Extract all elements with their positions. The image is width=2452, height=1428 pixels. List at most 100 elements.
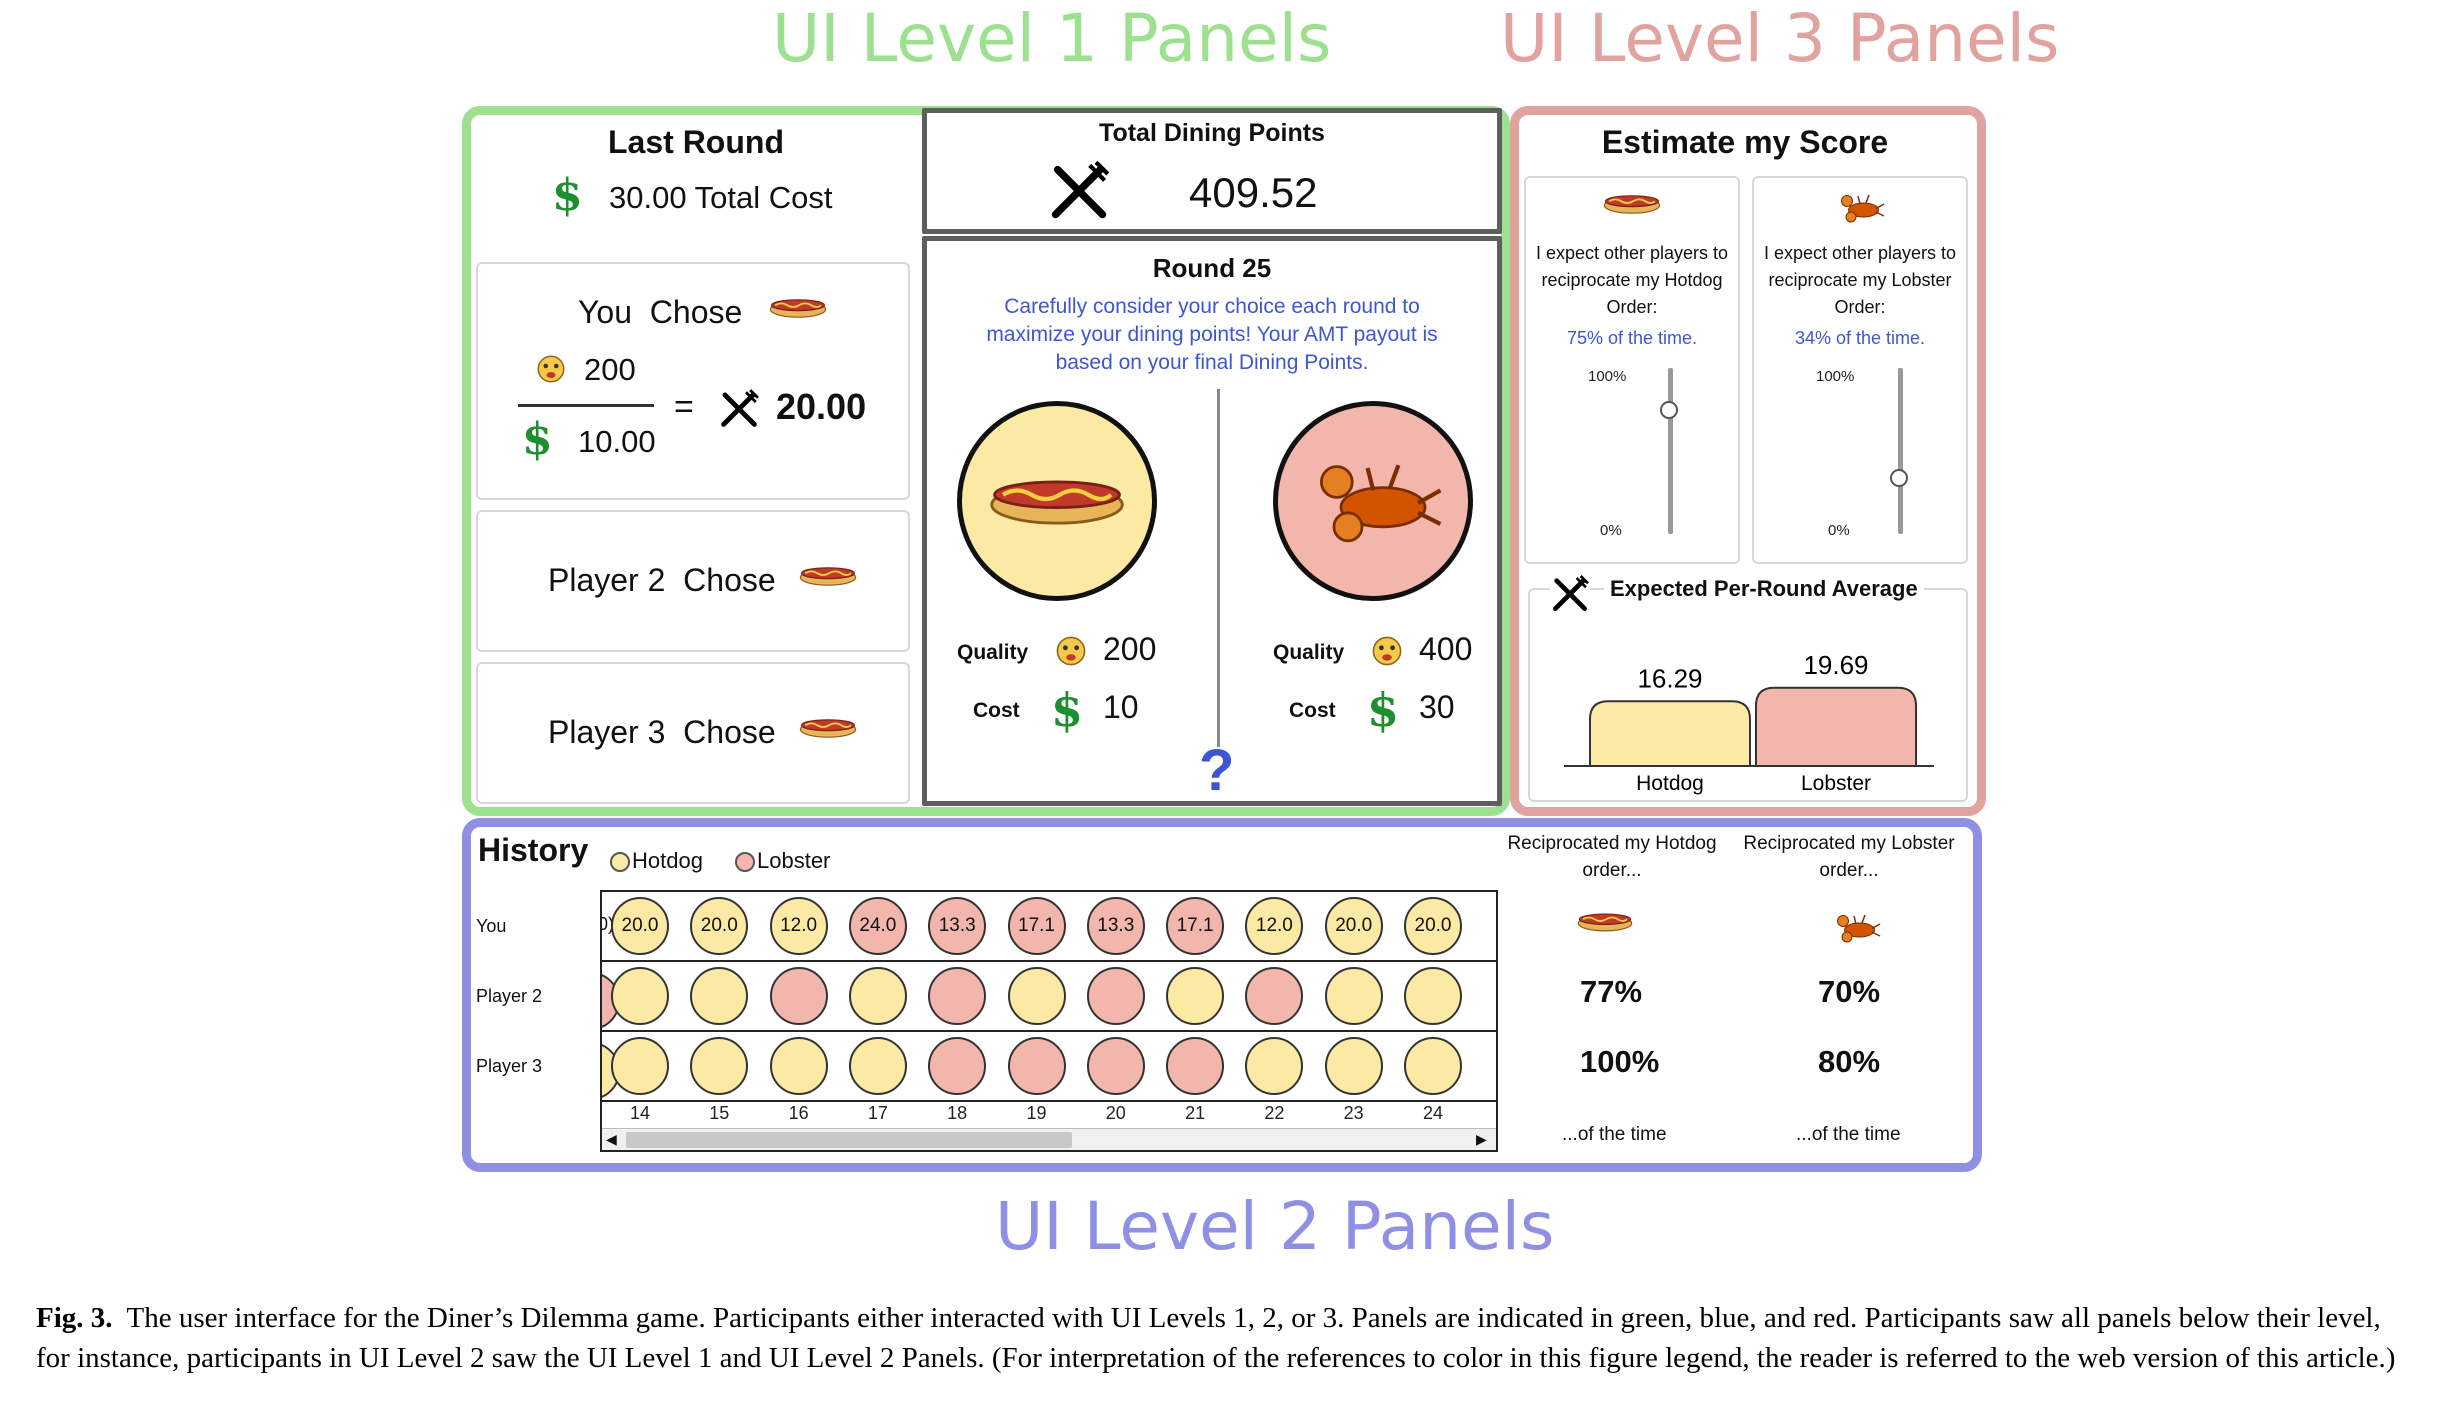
- lobster-cost: 30: [1419, 689, 1455, 725]
- history-player3-cell: [611, 1037, 669, 1095]
- lobster-choice-button[interactable]: [1273, 401, 1473, 601]
- legend-lobster-label: Lobster: [757, 848, 831, 873]
- dollar-icon: $: [522, 414, 553, 465]
- bar-lobster: [1755, 686, 1917, 767]
- hotdog-estimate-panel: I expect other players to reciprocate my…: [1524, 176, 1740, 564]
- lobster-slider-track[interactable]: [1898, 368, 1903, 534]
- lobster-estimate-text: I expect other players to reciprocate my…: [1763, 243, 1957, 317]
- dollar-icon: $: [1051, 683, 1084, 737]
- hotdog-slider-thumb[interactable]: [1660, 400, 1678, 419]
- history-player3-cell: [1404, 1037, 1462, 1095]
- round-tick-label: 22: [1264, 1103, 1285, 1123]
- history-you-cell: 17.1: [1166, 897, 1225, 955]
- you-chose-panel: You Chose 200 $ 10.00 = 20.00: [476, 262, 910, 500]
- history-grid[interactable]: 0) ◀ ▶ 20.01420.01512.01624.01713.31817.…: [600, 890, 1498, 1152]
- lobster-icon: [1830, 906, 1884, 946]
- choice-divider: [1217, 389, 1220, 747]
- level2-header: UI Level 2 Panels: [995, 1188, 1555, 1265]
- fork-knife-icon: [1047, 159, 1111, 223]
- dining-points-panel: Total Dining Points 409.52: [922, 108, 1502, 234]
- fork-knife-icon: [718, 388, 760, 430]
- lobster-quality-label: Quality: [1273, 641, 1345, 664]
- history-player3-cell: [848, 1037, 907, 1095]
- history-player2-cell: [848, 967, 907, 1025]
- hotdog-choice-button[interactable]: [957, 401, 1157, 601]
- expected-average-title: Expected Per-Round Average: [1604, 576, 1924, 602]
- legend-lobster-dot: [735, 852, 755, 872]
- reciprocated-hotdog-footer: ...of the time: [1562, 1124, 1667, 1145]
- row-divider: [602, 1100, 1496, 1102]
- history-player2-cell: [1245, 967, 1304, 1025]
- expected-average-chart: 16.29 Hotdog 19.69 Lobster: [1564, 650, 1934, 795]
- history-you-cell: 20.0: [1324, 897, 1383, 955]
- slider-max-label: 100%: [1588, 368, 1627, 385]
- hotdog-slider-track[interactable]: [1668, 368, 1673, 534]
- history-row-label-you: You: [476, 916, 507, 936]
- reciprocated-hotdog-p2: 77%: [1580, 974, 1643, 1009]
- history-you-cell: 13.3: [928, 897, 987, 955]
- hotdog-estimate-text: I expect other players to reciprocate my…: [1535, 243, 1729, 317]
- history-player3-cell: [1086, 1037, 1145, 1095]
- lobster-quality: 400: [1419, 631, 1473, 667]
- history-scrollbar[interactable]: ◀ ▶: [602, 1128, 1496, 1150]
- lobster-estimate-panel: I expect other players to reciprocate my…: [1752, 176, 1968, 564]
- hotdog-cost-label: Cost: [973, 699, 1020, 722]
- history-you-cell: 20.0: [690, 897, 749, 955]
- history-player3-cell: [769, 1037, 828, 1095]
- you-cost: 10.00: [578, 424, 656, 459]
- row-divider: [602, 1030, 1496, 1032]
- history-row-label-player3: Player 3: [476, 1056, 543, 1076]
- reciprocated-hotdog-label: Reciprocated my Hotdog order...: [1507, 833, 1717, 881]
- level3-header: UI Level 3 Panels: [1500, 0, 2060, 77]
- player3-chose-panel: Player 3 Chose: [476, 662, 910, 804]
- row-divider: [602, 960, 1496, 962]
- history-you-cell: 12.0: [1245, 897, 1304, 955]
- you-quality: 200: [584, 352, 636, 387]
- history-you-cell: 24.0: [848, 897, 907, 955]
- lobster-icon: [1306, 436, 1446, 556]
- hotdog-icon: [1576, 908, 1634, 934]
- slider-min-label: 0%: [1600, 522, 1622, 539]
- round-panel: Round 25 Carefully consider your choice …: [922, 236, 1502, 806]
- reciprocated-hotdog-p3: 100%: [1580, 1044, 1660, 1079]
- history-you-cell: 13.3: [1086, 897, 1145, 955]
- you-chose-label: You Chose: [578, 294, 743, 330]
- round-tick-label: 23: [1343, 1103, 1364, 1123]
- last-round-panel: Last Round $ 30.00 Total Cost: [476, 118, 916, 260]
- caption-label: Fig. 3.: [36, 1302, 113, 1334]
- round-tick-label: 19: [1026, 1103, 1047, 1123]
- hotdog-icon: [798, 714, 858, 740]
- history-you-cell: 17.1: [1007, 897, 1066, 955]
- lobster-slider-thumb[interactable]: [1890, 468, 1908, 487]
- bar-category-label: Lobster: [1801, 772, 1871, 795]
- total-cost: 30.00 Total Cost: [609, 180, 833, 215]
- scroll-thumb[interactable]: [626, 1132, 1072, 1148]
- player3-chose-label: Player 3 Chose: [548, 714, 776, 750]
- bar-hotdog: [1589, 700, 1751, 767]
- player2-chose-panel: Player 2 Chose: [476, 510, 910, 652]
- dollar-icon: $: [552, 170, 583, 221]
- scroll-left-arrow[interactable]: ◀: [606, 1131, 617, 1147]
- history-player2-cell: [611, 967, 669, 1025]
- history-player2-cell: [1007, 967, 1066, 1025]
- slider-max-label: 100%: [1816, 368, 1855, 385]
- last-round-title: Last Round: [608, 124, 784, 160]
- history-player3-cell: [1324, 1037, 1383, 1095]
- round-message: Carefully consider your choice each roun…: [986, 295, 1438, 374]
- hotdog-icon: [798, 562, 858, 588]
- level1-header: UI Level 1 Panels: [772, 0, 1332, 77]
- dining-points-value: 409.52: [1189, 169, 1318, 216]
- quality-face-icon: [1055, 635, 1087, 667]
- round-tick-label: 21: [1185, 1103, 1206, 1123]
- lobster-estimate-pct: 34% of the time.: [1794, 328, 1926, 348]
- figure-caption: Fig. 3. The user interface for the Diner…: [36, 1298, 2416, 1378]
- round-tick-label: 17: [867, 1103, 888, 1123]
- history-player2-cell: [1404, 967, 1462, 1025]
- bar-value-label: 19.69: [1803, 650, 1868, 680]
- history-player3-cell: [690, 1037, 749, 1095]
- hotdog-icon: [986, 466, 1128, 532]
- history-you-cell: 20.0: [611, 897, 669, 955]
- fork-knife-icon: [1550, 574, 1590, 614]
- scroll-right-arrow[interactable]: ▶: [1476, 1131, 1487, 1147]
- dollar-icon: $: [1367, 683, 1400, 737]
